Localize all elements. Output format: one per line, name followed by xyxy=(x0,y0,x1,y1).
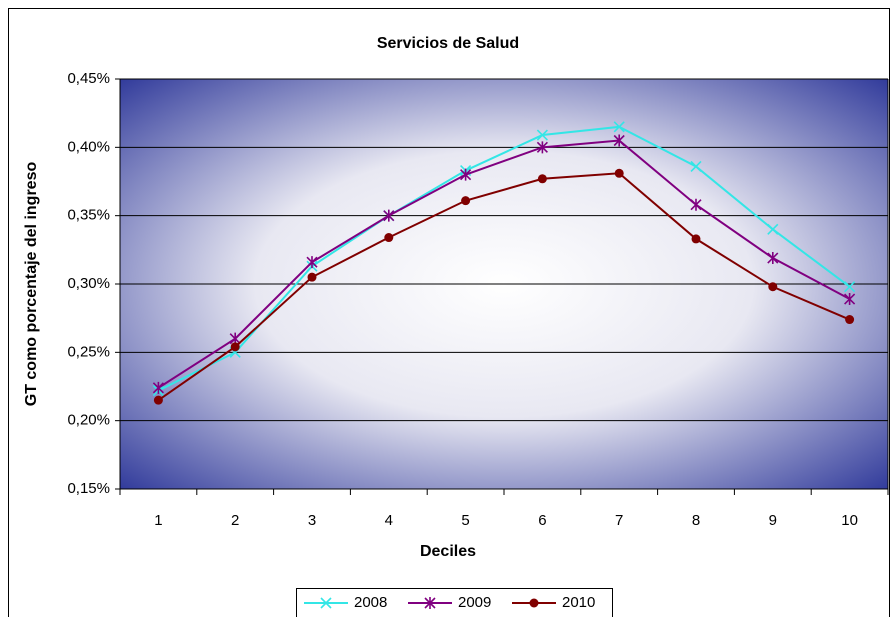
marker xyxy=(768,282,778,292)
marker xyxy=(537,174,547,184)
marker xyxy=(767,252,779,265)
series-line xyxy=(157,139,851,389)
marker xyxy=(529,598,539,608)
y-tick-label: 0,35% xyxy=(67,207,110,224)
marker xyxy=(767,223,779,235)
x-tick-label: 6 xyxy=(538,512,546,529)
x-tick-label: 3 xyxy=(308,512,316,529)
marker xyxy=(613,134,625,147)
marker xyxy=(307,272,317,282)
y-tick-label: 0,15% xyxy=(67,480,110,497)
x-tick-label: 4 xyxy=(385,512,393,529)
marker xyxy=(460,168,472,181)
y-tick-label: 0,20% xyxy=(67,412,110,429)
x-tick-label: 5 xyxy=(461,512,469,529)
y-tick-label: 0,45% xyxy=(67,70,110,87)
marker xyxy=(320,597,332,609)
marker xyxy=(152,381,164,394)
marker xyxy=(844,281,856,293)
x-tick-label: 10 xyxy=(841,512,858,529)
x-axis-label: Deciles xyxy=(420,543,476,560)
legend-label: 2010 xyxy=(562,594,595,611)
marker xyxy=(691,234,701,244)
marker xyxy=(614,168,624,178)
x-tick-label: 7 xyxy=(615,512,623,529)
marker xyxy=(424,597,436,609)
marker xyxy=(690,198,702,211)
marker xyxy=(230,342,240,352)
chart-title: Servicios de Salud xyxy=(377,35,519,52)
legend-label: 2008 xyxy=(354,594,387,611)
x-tick-label: 8 xyxy=(692,512,700,529)
legend-label: 2009 xyxy=(458,594,491,611)
marker xyxy=(845,315,855,325)
x-tick-label: 2 xyxy=(231,512,239,529)
y-axis-label: GT como porcentaje del ingreso xyxy=(23,162,40,407)
marker xyxy=(153,395,163,405)
y-tick-label: 0,30% xyxy=(67,275,110,292)
marker xyxy=(536,129,548,141)
x-tick-label: 1 xyxy=(154,512,162,529)
marker xyxy=(613,121,625,133)
marker xyxy=(461,196,471,206)
chart-border xyxy=(8,8,890,617)
legend: 2008 2009 2010 xyxy=(296,588,613,617)
marker xyxy=(383,209,395,222)
series-line xyxy=(157,172,850,401)
y-tick-label: 0,40% xyxy=(67,138,110,155)
marker xyxy=(844,293,856,306)
y-tick-label: 0,25% xyxy=(67,343,110,360)
x-tick-label: 9 xyxy=(769,512,777,529)
marker xyxy=(690,160,702,173)
legend-box xyxy=(296,588,613,617)
marker xyxy=(306,256,318,269)
marker xyxy=(384,233,394,243)
series-line xyxy=(157,125,851,392)
marker xyxy=(536,141,548,154)
